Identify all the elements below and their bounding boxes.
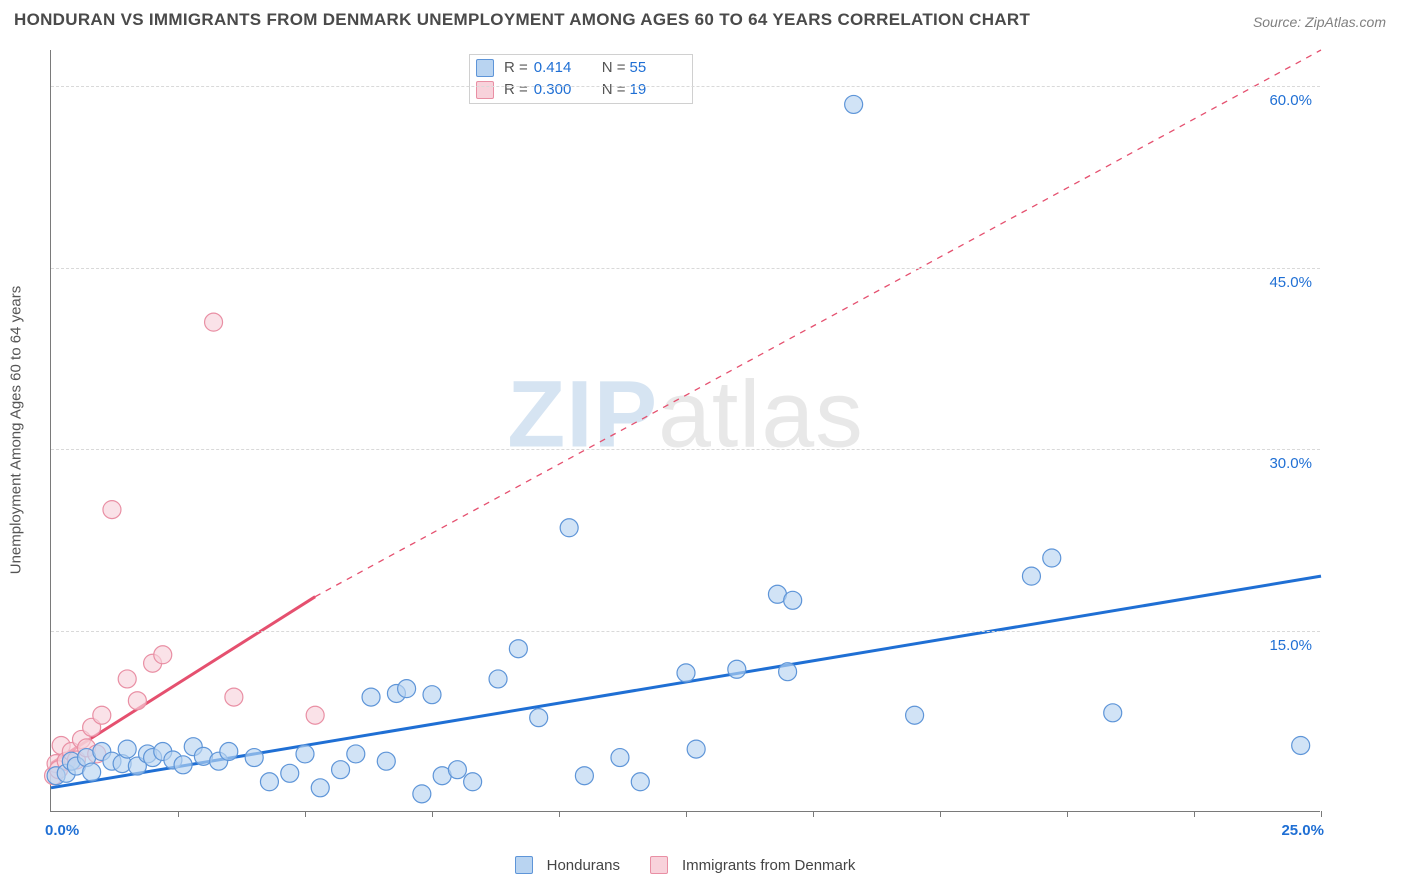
- source-attribution: Source: ZipAtlas.com: [1253, 14, 1386, 30]
- data-point: [154, 646, 172, 664]
- stat-n-label: N =: [602, 57, 626, 79]
- stat-n-value: 55: [630, 57, 682, 79]
- data-point: [509, 640, 527, 658]
- x-max-label: 25.0%: [1281, 822, 1324, 839]
- data-point: [413, 785, 431, 803]
- data-point: [489, 670, 507, 688]
- series-swatch: [476, 59, 494, 77]
- data-point: [347, 745, 365, 763]
- x-tick: [305, 811, 306, 817]
- plot-area: ZIPatlas R = 0.414N = 55R = 0.300N = 19 …: [50, 50, 1320, 812]
- data-point: [93, 706, 111, 724]
- data-point: [530, 709, 548, 727]
- data-point: [560, 519, 578, 537]
- stat-r-label: R =: [504, 57, 528, 79]
- data-point: [784, 591, 802, 609]
- legend: Hondurans Immigrants from Denmark: [50, 856, 1320, 874]
- data-point: [245, 749, 263, 767]
- x-tick: [1321, 811, 1322, 817]
- data-point: [906, 706, 924, 724]
- data-point: [362, 688, 380, 706]
- data-point: [448, 761, 466, 779]
- data-point: [128, 692, 146, 710]
- chart-title: HONDURAN VS IMMIGRANTS FROM DENMARK UNEM…: [14, 10, 1030, 30]
- series-swatch: [476, 81, 494, 99]
- data-point: [398, 680, 416, 698]
- data-point: [103, 501, 121, 519]
- y-tick-label: 30.0%: [1269, 455, 1312, 472]
- data-point: [296, 745, 314, 763]
- y-tick-label: 45.0%: [1269, 274, 1312, 291]
- x-tick: [686, 811, 687, 817]
- data-point: [464, 773, 482, 791]
- data-point: [845, 95, 863, 113]
- x-tick: [559, 811, 560, 817]
- data-point: [260, 773, 278, 791]
- stat-r-label: R =: [504, 79, 528, 101]
- data-point: [332, 761, 350, 779]
- data-point: [611, 749, 629, 767]
- data-point: [677, 664, 695, 682]
- legend-swatch: [515, 856, 533, 874]
- x-tick: [940, 811, 941, 817]
- gridline: [51, 631, 1320, 632]
- data-point: [1292, 736, 1310, 754]
- x-tick: [1194, 811, 1195, 817]
- data-point: [377, 752, 395, 770]
- stat-r-value: 0.414: [534, 57, 586, 79]
- stats-row: R = 0.414 N = 55: [476, 57, 682, 79]
- data-point: [687, 740, 705, 758]
- data-point: [118, 670, 136, 688]
- gridline: [51, 268, 1320, 269]
- data-point: [118, 740, 136, 758]
- data-point: [575, 767, 593, 785]
- x-tick: [813, 811, 814, 817]
- stat-n-value: 19: [630, 79, 682, 101]
- legend-label: Immigrants from Denmark: [682, 857, 855, 874]
- data-point: [174, 756, 192, 774]
- legend-item: Hondurans: [515, 856, 620, 874]
- data-point: [1043, 549, 1061, 567]
- gridline: [51, 449, 1320, 450]
- data-point: [220, 743, 238, 761]
- data-point: [311, 779, 329, 797]
- data-point: [225, 688, 243, 706]
- stat-r-value: 0.300: [534, 79, 586, 101]
- legend-swatch: [650, 856, 668, 874]
- data-point: [631, 773, 649, 791]
- data-point: [281, 764, 299, 782]
- x-origin-label: 0.0%: [45, 822, 79, 839]
- legend-label: Hondurans: [547, 857, 620, 874]
- data-point: [83, 763, 101, 781]
- y-tick-label: 60.0%: [1269, 92, 1312, 109]
- data-point: [205, 313, 223, 331]
- data-point: [423, 686, 441, 704]
- x-tick: [178, 811, 179, 817]
- data-point: [728, 660, 746, 678]
- stat-n-label: N =: [602, 79, 626, 101]
- x-tick: [1067, 811, 1068, 817]
- x-tick: [432, 811, 433, 817]
- chart-container: Unemployment Among Ages 60 to 64 years Z…: [50, 50, 1390, 840]
- stats-box: R = 0.414 N = 55 R = 0.300 N = 19: [469, 54, 693, 104]
- gridline: [51, 86, 1320, 87]
- y-tick-label: 15.0%: [1269, 637, 1312, 654]
- legend-item: Immigrants from Denmark: [650, 856, 855, 874]
- y-axis-label: Unemployment Among Ages 60 to 64 years: [8, 286, 25, 575]
- data-point: [779, 663, 797, 681]
- data-point: [306, 706, 324, 724]
- data-point: [1104, 704, 1122, 722]
- scatter-points: [51, 50, 1321, 812]
- data-point: [1022, 567, 1040, 585]
- stats-row: R = 0.300 N = 19: [476, 79, 682, 101]
